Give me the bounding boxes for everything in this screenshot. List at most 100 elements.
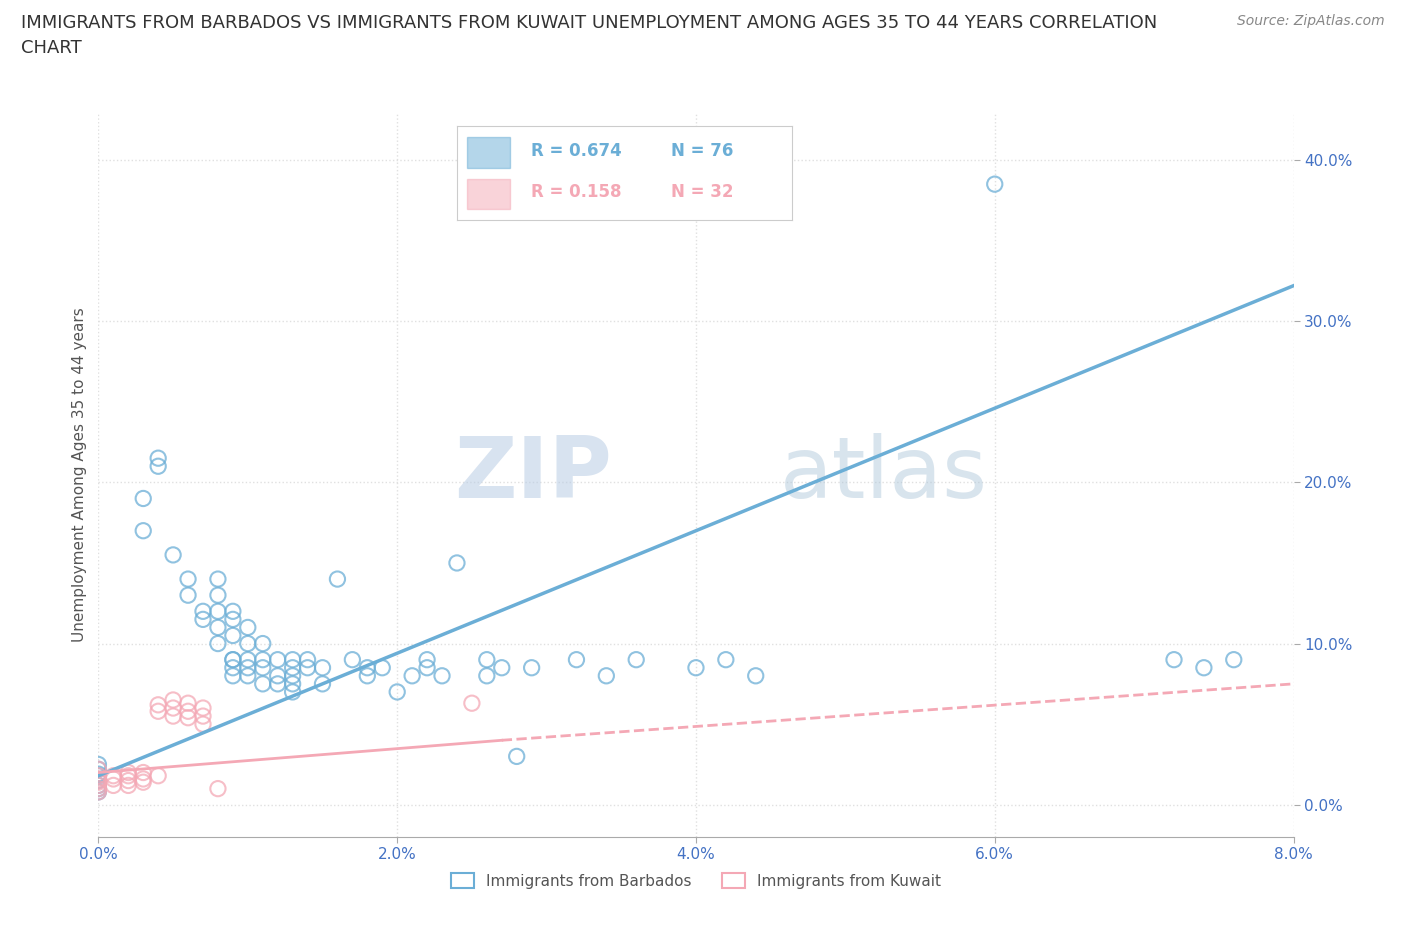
- Point: [714, 652, 737, 667]
- Point: [401, 669, 423, 684]
- Point: [252, 660, 274, 675]
- Point: [506, 749, 529, 764]
- Point: [267, 676, 290, 691]
- Text: ZIP: ZIP: [454, 432, 613, 516]
- Point: [207, 620, 229, 635]
- Point: [416, 652, 439, 667]
- Point: [222, 612, 245, 627]
- Point: [148, 698, 170, 712]
- Point: [222, 660, 245, 675]
- Text: Source: ZipAtlas.com: Source: ZipAtlas.com: [1237, 14, 1385, 28]
- Point: [132, 772, 155, 787]
- Text: CHART: CHART: [21, 39, 82, 57]
- Point: [87, 778, 110, 793]
- Point: [385, 684, 409, 699]
- Y-axis label: Unemployment Among Ages 35 to 44 years: Unemployment Among Ages 35 to 44 years: [72, 307, 87, 642]
- Point: [1223, 652, 1246, 667]
- Point: [103, 778, 125, 793]
- Point: [87, 766, 110, 781]
- Point: [446, 555, 468, 570]
- Point: [222, 604, 245, 618]
- Point: [191, 604, 214, 618]
- Point: [267, 652, 290, 667]
- Point: [162, 700, 184, 715]
- Point: [685, 660, 707, 675]
- Point: [177, 572, 200, 587]
- Legend: Immigrants from Barbados, Immigrants from Kuwait: Immigrants from Barbados, Immigrants fro…: [444, 867, 948, 895]
- Point: [252, 676, 274, 691]
- Point: [311, 660, 333, 675]
- Point: [236, 652, 259, 667]
- Point: [87, 762, 110, 777]
- Point: [87, 773, 110, 788]
- Point: [117, 778, 139, 793]
- Point: [281, 669, 304, 684]
- Point: [177, 711, 200, 725]
- Point: [356, 660, 378, 675]
- Point: [207, 604, 229, 618]
- Point: [177, 696, 200, 711]
- Point: [87, 768, 110, 783]
- Point: [87, 762, 110, 777]
- Point: [87, 781, 110, 796]
- Text: IMMIGRANTS FROM BARBADOS VS IMMIGRANTS FROM KUWAIT UNEMPLOYMENT AMONG AGES 35 TO: IMMIGRANTS FROM BARBADOS VS IMMIGRANTS F…: [21, 14, 1157, 32]
- Point: [595, 669, 617, 684]
- Point: [207, 572, 229, 587]
- Point: [984, 177, 1007, 192]
- Point: [148, 451, 170, 466]
- Point: [222, 628, 245, 643]
- Point: [342, 652, 364, 667]
- Point: [236, 636, 259, 651]
- Point: [148, 458, 170, 473]
- Point: [191, 717, 214, 732]
- Point: [87, 772, 110, 787]
- Point: [222, 669, 245, 684]
- Point: [491, 660, 513, 675]
- Point: [87, 768, 110, 783]
- Point: [475, 652, 498, 667]
- Point: [177, 704, 200, 719]
- Point: [281, 676, 304, 691]
- Point: [297, 652, 319, 667]
- Point: [162, 548, 184, 563]
- Point: [207, 588, 229, 603]
- Point: [236, 660, 259, 675]
- Point: [252, 652, 274, 667]
- Point: [356, 669, 378, 684]
- Point: [191, 612, 214, 627]
- Point: [520, 660, 543, 675]
- Point: [87, 775, 110, 790]
- Point: [281, 684, 304, 699]
- Point: [207, 781, 229, 796]
- Point: [162, 693, 184, 708]
- Point: [222, 652, 245, 667]
- Point: [148, 704, 170, 719]
- Point: [117, 768, 139, 783]
- Point: [177, 588, 200, 603]
- Point: [1192, 660, 1215, 675]
- Point: [87, 773, 110, 788]
- Point: [565, 652, 588, 667]
- Point: [626, 652, 648, 667]
- Point: [297, 660, 319, 675]
- Point: [117, 773, 139, 788]
- Point: [87, 784, 110, 799]
- Point: [236, 669, 259, 684]
- Point: [132, 775, 155, 790]
- Point: [148, 768, 170, 783]
- Text: atlas: atlas: [779, 432, 987, 516]
- Point: [87, 757, 110, 772]
- Point: [191, 700, 214, 715]
- Point: [87, 778, 110, 793]
- Point: [103, 772, 125, 787]
- Point: [430, 669, 453, 684]
- Point: [745, 669, 768, 684]
- Point: [191, 709, 214, 724]
- Point: [267, 669, 290, 684]
- Point: [132, 765, 155, 780]
- Point: [207, 636, 229, 651]
- Point: [371, 660, 394, 675]
- Point: [87, 781, 110, 796]
- Point: [281, 652, 304, 667]
- Point: [281, 660, 304, 675]
